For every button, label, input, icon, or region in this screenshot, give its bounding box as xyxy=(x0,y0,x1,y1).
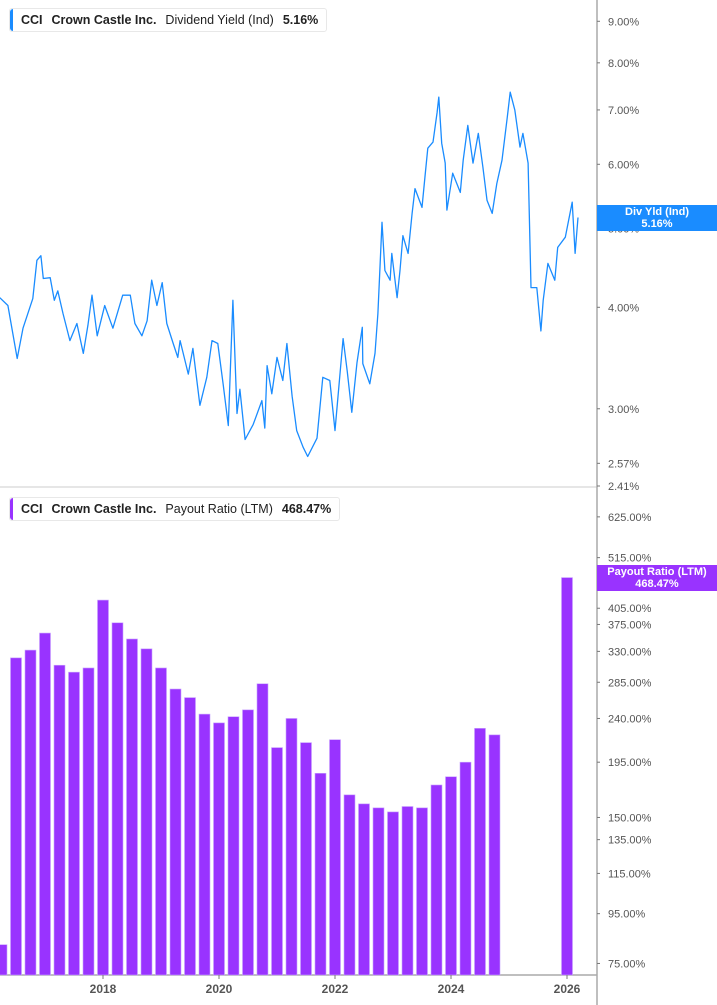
y-tick-label: 4.00% xyxy=(608,302,639,314)
payout-bar xyxy=(10,657,22,976)
legend-ticker: CCI xyxy=(21,502,43,516)
payout-bar xyxy=(285,718,298,976)
y-tick-label: 95.00% xyxy=(608,909,646,921)
payout-bar xyxy=(387,811,399,976)
payout-bar xyxy=(271,747,283,976)
payout-bar xyxy=(24,649,37,976)
payout-bar xyxy=(430,784,443,976)
badge-value: 5.16% xyxy=(641,218,673,230)
payout-bar xyxy=(53,664,66,976)
y-tick-label: 7.00% xyxy=(608,105,639,117)
y-tick-label: 285.00% xyxy=(608,677,652,689)
y-tick-label: 515.00% xyxy=(608,553,652,565)
y-tick-label: 405.00% xyxy=(608,603,652,615)
payout-bar xyxy=(300,742,312,976)
x-tick-label: 2024 xyxy=(438,982,465,996)
y-tick-label: 150.00% xyxy=(608,812,652,824)
y-tick-label: 8.00% xyxy=(608,58,639,70)
payout-bar xyxy=(358,803,370,976)
payout-bar xyxy=(198,713,211,976)
x-tick-label: 2026 xyxy=(554,982,581,996)
payout-bar xyxy=(314,772,327,976)
x-tick-label: 2022 xyxy=(322,982,349,996)
badge-value: 468.47% xyxy=(635,578,679,590)
payout-bar xyxy=(111,622,124,976)
legend-company: Crown Castle Inc. xyxy=(51,502,157,516)
y-tick-label: 2.57% xyxy=(608,458,639,470)
current-yield-badge: Div Yld (Ind) 5.16% xyxy=(597,205,717,231)
payout-bar xyxy=(329,739,341,976)
y-tick-label: 625.00% xyxy=(608,512,652,524)
legend-value: 468.47% xyxy=(281,502,332,516)
payout-bar xyxy=(445,776,457,976)
payout-bar xyxy=(474,728,486,976)
y-tick-label: 240.00% xyxy=(608,713,652,725)
y-tick-label: 75.00% xyxy=(608,958,646,970)
payout-bar xyxy=(372,807,385,976)
payout-bar xyxy=(488,734,501,976)
y-tick-label: 375.00% xyxy=(608,619,652,631)
dividend-yield-line xyxy=(0,91,579,458)
payout-bar xyxy=(82,667,95,976)
y-tick-label: 135.00% xyxy=(608,835,652,847)
legend-value: 5.16% xyxy=(282,13,319,27)
payout-bar xyxy=(227,716,240,976)
y-tick-label: 3.00% xyxy=(608,404,639,416)
payout-bar xyxy=(0,944,8,976)
legend-company: Crown Castle Inc. xyxy=(51,13,157,27)
legend-dividend-yield: CCI Crown Castle Inc. Dividend Yield (In… xyxy=(9,8,328,32)
legend-metric: Payout Ratio (LTM) xyxy=(165,502,273,516)
payout-bar xyxy=(184,697,196,976)
badge-label: Payout Ratio (LTM) xyxy=(607,566,707,578)
y-tick-label: 2.41% xyxy=(608,481,639,493)
payout-bar xyxy=(155,667,167,976)
badge-label: Div Yld (Ind) xyxy=(625,206,689,218)
payout-bar xyxy=(416,807,428,976)
legend-payout-ratio: CCI Crown Castle Inc. Payout Ratio (LTM)… xyxy=(9,497,341,521)
y-tick-label: 6.00% xyxy=(608,159,639,171)
payout-bar xyxy=(169,688,182,976)
payout-bar xyxy=(561,577,573,976)
x-tick-label: 2018 xyxy=(90,982,117,996)
y-tick-label: 195.00% xyxy=(608,757,652,769)
payout-bar xyxy=(97,599,109,976)
payout-bar xyxy=(343,794,356,976)
payout-bar xyxy=(126,638,138,976)
payout-bar xyxy=(68,671,80,976)
payout-bar xyxy=(401,806,414,976)
payout-bar xyxy=(213,722,225,976)
x-tick-label: 2020 xyxy=(206,982,233,996)
payout-bar xyxy=(39,632,51,976)
payout-bar xyxy=(459,761,472,976)
y-tick-label: 330.00% xyxy=(608,646,652,658)
legend-ticker: CCI xyxy=(21,13,43,27)
payout-bar xyxy=(140,648,153,976)
legend-color-swatch xyxy=(10,9,13,31)
legend-color-swatch xyxy=(10,498,13,520)
legend-metric: Dividend Yield (Ind) xyxy=(165,13,274,27)
current-payout-badge: Payout Ratio (LTM) 468.47% xyxy=(597,565,717,591)
payout-bar xyxy=(256,683,269,976)
y-tick-label: 9.00% xyxy=(608,16,639,28)
y-tick-label: 115.00% xyxy=(608,868,651,880)
payout-bar xyxy=(242,709,254,976)
